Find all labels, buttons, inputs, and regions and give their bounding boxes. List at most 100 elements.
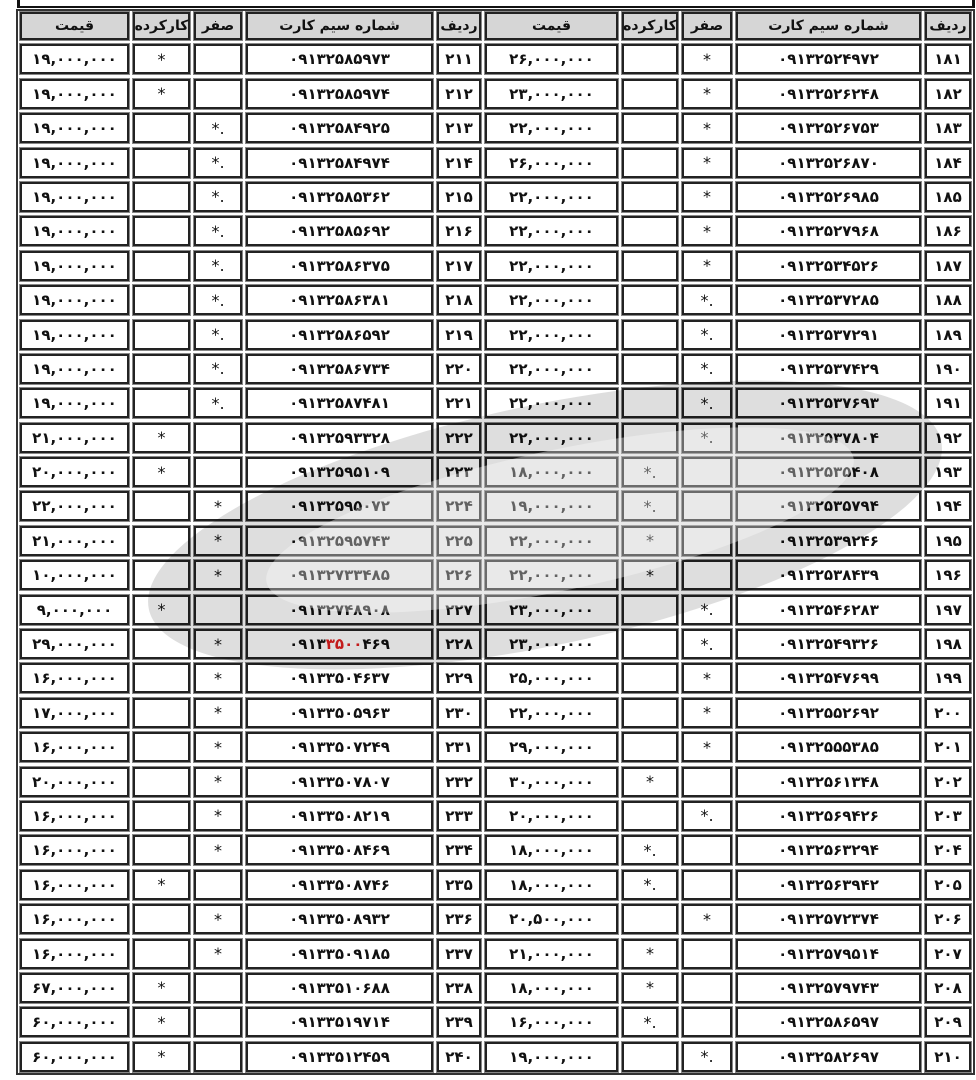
row-number-cell: ۲۰۳ — [925, 800, 971, 831]
used-cell: * — [622, 766, 678, 797]
phone-part: ۰۹۱۳ — [289, 1047, 326, 1066]
price-cell: ۲۰,۰۰۰,۰۰۰ — [20, 766, 129, 797]
phone-part: ۲۵۳ — [814, 463, 843, 482]
price-cell: ۲۲,۰۰۰,۰۰۰ — [485, 697, 618, 728]
phone-part: ۸۷۴۶ — [353, 875, 390, 894]
phone-part: ۳۵۰۰ — [325, 635, 363, 654]
phone-part: ۲۵۸ — [325, 119, 354, 138]
row-number-cell: ۲۰۶ — [925, 904, 971, 935]
phone-part: ۹۳۲۶ — [842, 635, 879, 654]
phone-part: ۷۲۴۹ — [353, 738, 390, 757]
zero-cell — [194, 78, 242, 109]
row-number-cell: ۲۱۴ — [437, 147, 481, 178]
phone-number-cell: ۰۹۱۳ ۲۵۳ ۵۷۹۴ — [736, 491, 921, 522]
phone-part: ۳۵۰ — [325, 806, 354, 825]
zero-cell: *. — [194, 216, 242, 247]
phone-part: ۲۵۹ — [325, 531, 354, 550]
row-number-cell: ۲۱۵ — [437, 181, 481, 212]
price-cell: ۱۰,۰۰۰,۰۰۰ — [20, 560, 129, 591]
row-number-cell: ۲۱۹ — [437, 319, 481, 350]
price-cell: ۱۹,۰۰۰,۰۰۰ — [20, 113, 129, 144]
phone-part: ۲۵۲ — [814, 153, 843, 172]
phone-part: ۲۵۵ — [814, 738, 843, 757]
zero-cell: * — [682, 181, 732, 212]
row-number-cell: ۱۸۶ — [925, 216, 971, 247]
row-number-cell: ۲۳۰ — [437, 697, 481, 728]
price-cell: ۱۶,۰۰۰,۰۰۰ — [20, 663, 129, 694]
used-cell — [133, 800, 190, 831]
used-cell — [133, 629, 190, 660]
phone-part: ۵۷۹۴ — [842, 497, 879, 516]
row-number-cell: ۱۸۱ — [925, 44, 971, 75]
header-used: کارکرده — [622, 12, 678, 40]
phone-part: ۶۷۵۳ — [842, 119, 879, 138]
phone-number-cell: ۰۹۱۳ ۲۵۹ ۵۱۰۹ — [246, 457, 433, 488]
phone-number-cell: ۰۹۱۳ ۲۵۹ ۳۳۲۸ — [246, 422, 433, 453]
zero-cell: * — [682, 44, 732, 75]
phone-part: ۳۵۰ — [325, 772, 354, 791]
phone-part: ۰۹۱۳ — [289, 910, 326, 929]
phone-part: ۰۹۱۳ — [778, 119, 815, 138]
phone-part: ۳۵۱ — [325, 978, 354, 997]
phone-part: ۰۹۱۳ — [289, 256, 326, 275]
price-cell: ۲۲,۰۰۰,۰۰۰ — [485, 285, 618, 316]
used-cell: * — [622, 938, 678, 969]
phone-part: ۰۹۱۳ — [778, 50, 815, 69]
phone-part: ۰۹۱۳ — [289, 772, 326, 791]
used-cell: * — [133, 44, 190, 75]
zero-cell — [682, 972, 732, 1003]
phone-part: ۲۵۷ — [814, 944, 843, 963]
row-number-cell: ۲۱۳ — [437, 113, 481, 144]
phone-number-cell: ۰۹۱۳ ۲۵۲ ۶۲۴۸ — [736, 78, 921, 109]
phone-part: ۰۹۱۳ — [778, 600, 815, 619]
phone-part: ۰۹۱۳ — [289, 944, 326, 963]
used-cell — [622, 629, 678, 660]
phone-part: ۲۵۴ — [814, 669, 843, 688]
row-number-cell: ۲۳۹ — [437, 1007, 481, 1038]
phone-part: ۲۳۷۴ — [842, 910, 879, 929]
zero-cell: * — [194, 560, 242, 591]
phone-part: ۲۵۸ — [325, 359, 354, 378]
used-cell: *. — [622, 491, 678, 522]
phone-part: ۰۹۱۳ — [778, 1047, 815, 1066]
zero-cell — [194, 1007, 242, 1038]
used-cell — [622, 697, 678, 728]
used-cell — [133, 250, 190, 281]
price-cell: ۱۹,۰۰۰,۰۰۰ — [20, 78, 129, 109]
phone-part: ۶۸۷۰ — [842, 153, 879, 172]
price-cell: ۱۶,۰۰۰,۰۰۰ — [485, 1007, 618, 1038]
phone-part: ۰۹۱۳ — [778, 978, 815, 997]
phone-number-cell: ۰۹۱۳ ۳۵۰ ۷۸۰۷ — [246, 766, 433, 797]
phone-part: ۲۵۳ — [814, 325, 843, 344]
zero-cell — [194, 422, 242, 453]
phone-part: ۳۵۱ — [325, 1013, 354, 1032]
phone-part: ۴۵۲۶ — [842, 256, 879, 275]
used-cell — [133, 732, 190, 763]
phone-number-cell: ۰۹۱۳ ۲۵۸ ۴۹۷۴ — [246, 147, 433, 178]
phone-part: ۵۱۰۹ — [353, 463, 390, 482]
phone-number-cell: ۰۹۱۳ ۳۵۱ ۹۷۱۴ — [246, 1007, 433, 1038]
phone-part: ۰۹۱۳ — [778, 841, 815, 860]
price-cell: ۲۱,۰۰۰,۰۰۰ — [20, 525, 129, 556]
price-cell: ۱۸,۰۰۰,۰۰۰ — [485, 869, 618, 900]
phone-part: ۲۵۸ — [325, 222, 354, 241]
row-number-cell: ۲۰۹ — [925, 1007, 971, 1038]
phone-part: ۲۵۳ — [814, 291, 843, 310]
price-cell: ۳۰,۰۰۰,۰۰۰ — [485, 766, 618, 797]
phone-part: ۵۳۸۵ — [842, 738, 879, 757]
row-number-cell: ۱۸۸ — [925, 285, 971, 316]
used-cell — [133, 766, 190, 797]
phone-number-cell: ۰۹۱۳ ۳۵۱ ۰۶۸۸ — [246, 972, 433, 1003]
phone-part: ۰۹۱۳ — [778, 566, 815, 585]
phone-part: ۸۹۳۲ — [353, 910, 390, 929]
used-cell — [133, 835, 190, 866]
zero-cell: *. — [194, 147, 242, 178]
phone-part: ۰۹۱۳ — [778, 944, 815, 963]
phone-part: ۲۵۵ — [814, 703, 843, 722]
row-number-cell: ۲۲۳ — [437, 457, 481, 488]
phone-number-cell: ۰۹۱۳ ۳۵۰ ۸۹۳۲ — [246, 904, 433, 935]
phone-part: ۰۹۱۳ — [289, 463, 326, 482]
used-cell — [133, 147, 190, 178]
phone-part: ۰۹۱۳ — [289, 566, 326, 585]
used-cell — [622, 388, 678, 419]
